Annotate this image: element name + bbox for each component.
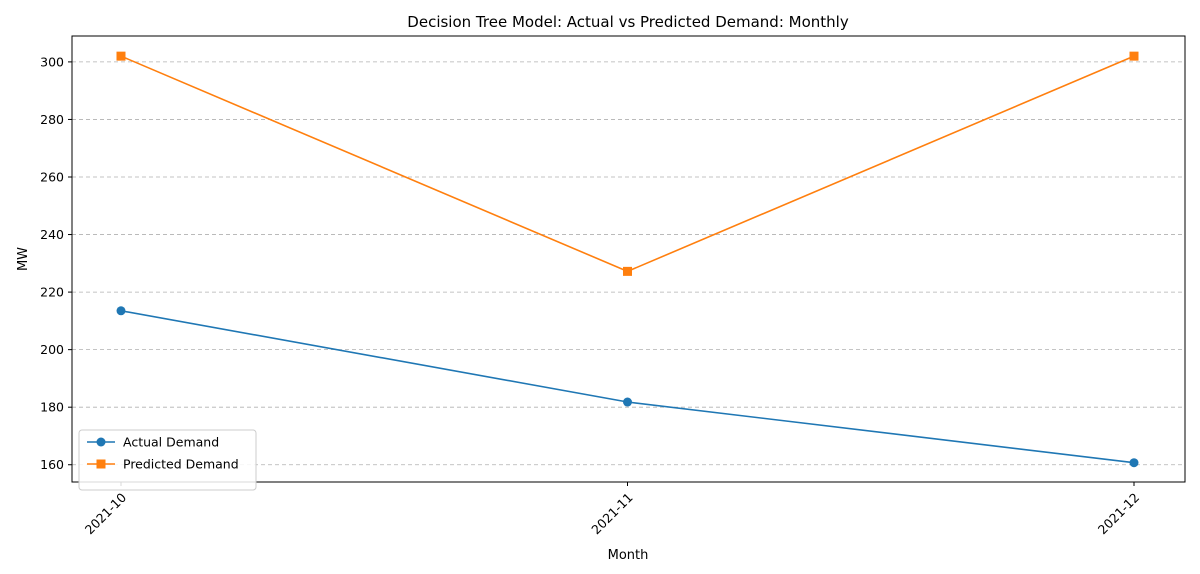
y-tick-label: 160 <box>40 457 64 472</box>
legend: Actual Demand Predicted Demand <box>78 429 257 491</box>
y-tick-label: 260 <box>40 169 64 184</box>
y-tick-label: 180 <box>40 400 64 415</box>
data-point <box>623 266 632 276</box>
y-axis: 160 180 200 220 240 260 280 300 <box>40 54 72 472</box>
x-tick-label: 2021-10 <box>82 490 130 538</box>
data-point <box>1129 51 1139 61</box>
x-tick-label: 2021-11 <box>588 490 636 538</box>
y-tick-label: 220 <box>40 285 64 300</box>
y-axis-label: MW <box>16 247 31 271</box>
series-line <box>120 55 1135 273</box>
series-layer <box>116 51 1139 468</box>
legend-label: Actual Demand <box>123 435 219 450</box>
y-tick-label: 200 <box>40 342 64 357</box>
data-point <box>116 306 126 316</box>
legend-marker <box>96 459 106 469</box>
data-point <box>116 51 126 61</box>
plot-frame <box>71 35 1186 483</box>
chart-title: Decision Tree Model: Actual vs Predicted… <box>407 13 849 31</box>
y-tick-label: 240 <box>40 227 64 242</box>
x-axis-label: Month <box>608 548 649 563</box>
data-point <box>1129 458 1139 468</box>
data-point <box>623 397 632 407</box>
series-line <box>120 310 1135 464</box>
grid <box>72 61 1185 466</box>
y-tick-label: 280 <box>40 112 64 127</box>
legend-label: Predicted Demand <box>123 457 239 472</box>
legend-marker <box>96 437 106 447</box>
y-tick-label: 300 <box>40 54 64 69</box>
x-tick-label: 2021-12 <box>1095 490 1143 538</box>
legend-box <box>78 429 257 491</box>
